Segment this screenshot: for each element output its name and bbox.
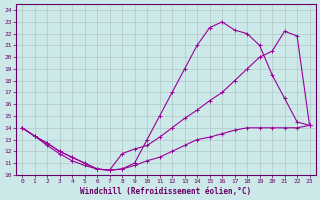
X-axis label: Windchill (Refroidissement éolien,°C): Windchill (Refroidissement éolien,°C) [80,187,252,196]
